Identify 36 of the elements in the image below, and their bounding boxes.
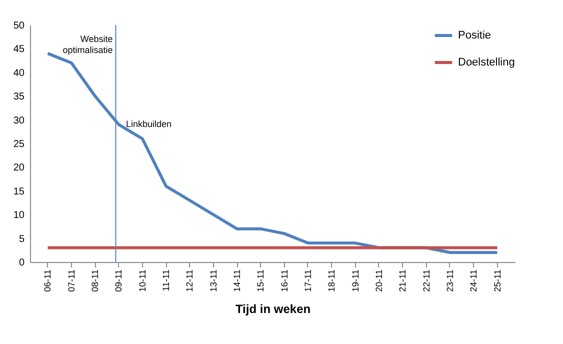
x-tick-label: 06-11	[42, 270, 53, 292]
x-tick-label: 24-11	[468, 270, 479, 292]
x-tick-label: 11-11	[161, 270, 172, 292]
y-tick-label: 35	[13, 92, 25, 103]
x-tick-label: 21-11	[398, 270, 408, 292]
ref-line-label: Website optimalisatie	[62, 34, 113, 55]
y-tick-label: 15	[13, 186, 25, 198]
x-tick-label: 25-11	[492, 270, 502, 292]
x-axis-title: Tijd in weken	[235, 302, 311, 316]
y-tick-label: 30	[13, 115, 25, 126]
x-tick-label: 12-11	[184, 270, 195, 292]
annotation: Linkbuilden	[126, 119, 172, 129]
x-tick-label: 23-11	[444, 270, 455, 292]
legend-label: Doelstelling	[458, 56, 515, 68]
y-tick-label: 40	[13, 68, 25, 79]
x-tick-label: 17-11	[302, 270, 313, 292]
y-tick-label: 20	[13, 162, 25, 174]
y-tick-label: 0	[18, 258, 25, 268]
x-tick-label: 07-11	[66, 270, 76, 292]
x-tick-label: 22-11	[421, 270, 432, 292]
x-tick-label: 14-11	[232, 270, 242, 292]
x-tick-label: 18-11	[326, 270, 337, 292]
y-tick-label: 45	[13, 44, 25, 56]
y-tick-label: 5	[18, 234, 25, 245]
x-tick-label: 19-11	[350, 270, 360, 292]
x-tick-label: 15-11	[256, 270, 266, 292]
x-tick-label: 16-11	[279, 270, 290, 292]
x-tick-label: 20-11	[374, 270, 384, 292]
legend-label: Positie	[458, 30, 492, 42]
x-tick-label: 08-11	[90, 270, 100, 292]
x-tick-label: 13-11	[208, 270, 218, 292]
y-tick-label: 10	[13, 210, 25, 222]
y-tick-label: 50	[13, 20, 25, 32]
x-tick-label: 09-11	[114, 270, 124, 292]
y-tick-label: 25	[13, 139, 25, 150]
x-tick-label: 10-11	[137, 270, 148, 292]
